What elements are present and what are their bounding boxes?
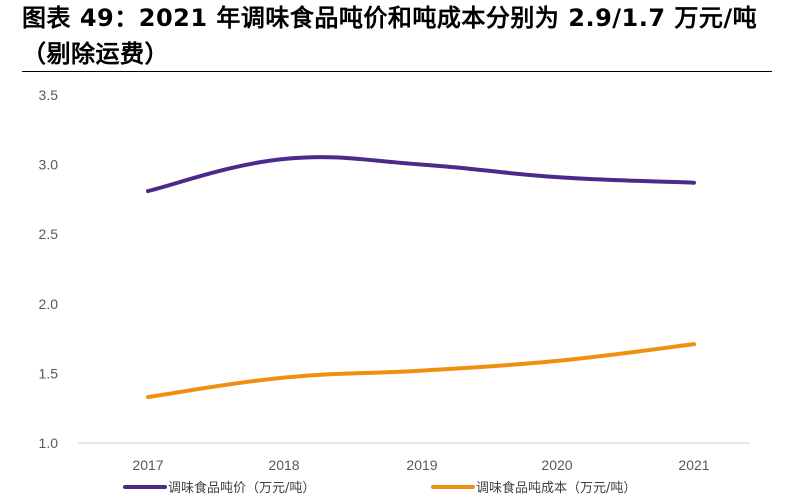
legend-label: 调味食品吨成本（万元/吨） <box>476 480 636 496</box>
y-tick-label: 3.0 <box>39 157 59 173</box>
series-line-0 <box>146 155 696 194</box>
x-axis: 2017 2018 2019 2020 2021 <box>78 442 750 473</box>
x-tick-label: 2020 <box>541 457 572 473</box>
series-lines <box>146 155 696 400</box>
y-tick-label: 1.0 <box>39 435 59 451</box>
x-tick-label: 2017 <box>132 457 163 473</box>
x-tick-label: 2018 <box>268 457 299 473</box>
series-line-1 <box>146 342 696 400</box>
x-tick-label: 2021 <box>678 457 709 473</box>
legend: 调味食品吨价（万元/吨） 调味食品吨成本（万元/吨） <box>123 480 636 496</box>
legend-label: 调味食品吨价（万元/吨） <box>168 480 315 496</box>
x-tick-label: 2019 <box>406 457 437 473</box>
y-tick-label: 2.0 <box>39 296 59 312</box>
title-divider <box>22 71 772 72</box>
chart-title: 图表 49：2021 年调味食品吨价和吨成本分别为 2.9/1.7 万元/吨（剔… <box>22 4 758 68</box>
y-tick-label: 3.5 <box>39 87 59 103</box>
y-tick-label: 1.5 <box>39 365 59 381</box>
y-tick-label: 2.5 <box>39 226 59 242</box>
y-axis: 1.0 1.5 2.0 2.5 3.0 3.5 <box>39 87 59 451</box>
